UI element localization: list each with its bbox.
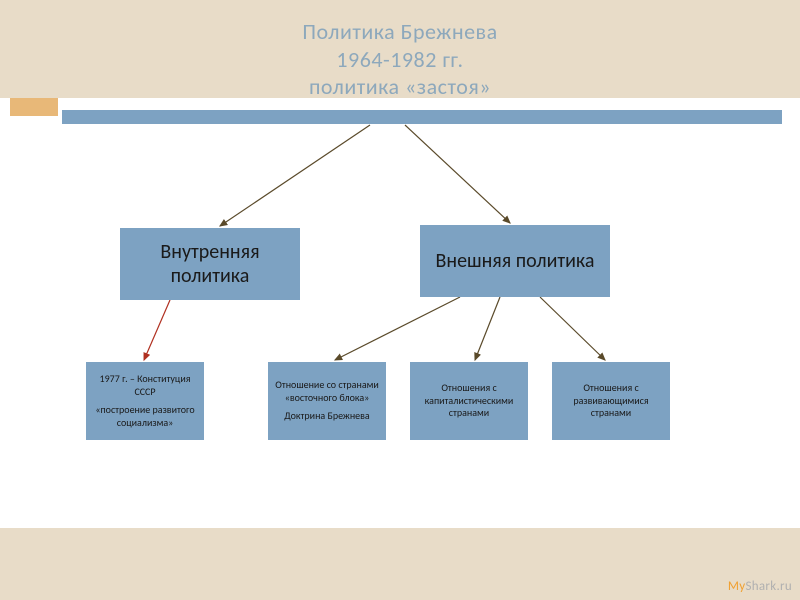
node-constitution-line2: «построение развитого социализма» [92,404,198,429]
node-internal-policy: Внутренняя политика [120,228,300,300]
node-constitution-line1: 1977 г. – Конституция СССР [92,373,198,398]
watermark-suffix: Shark.ru [745,579,792,594]
node-capitalist: Отношения с капиталистическими странами [410,362,528,440]
content-band [0,98,800,528]
title-bar [62,110,782,124]
node-eastern-line2: Доктрина Брежнева [274,410,380,423]
watermark-prefix: My [728,579,746,594]
node-eastern-line1: Отношение со странами «восточного блока» [274,379,380,404]
slide-title: Политика Брежнева 1964-1982 гг. политика… [0,18,800,101]
title-line-2: 1964-1982 гг. [0,46,800,74]
node-external-label: Внешняя политика [436,249,595,273]
node-developing: Отношения с развивающимися странами [552,362,670,440]
orange-tab [10,98,58,116]
node-developing-label: Отношения с развивающимися странами [558,382,664,420]
watermark: MyShark.ru [728,579,792,594]
node-constitution: 1977 г. – Конституция СССР «построение р… [86,362,204,440]
node-capitalist-label: Отношения с капиталистическими странами [416,382,522,420]
title-line-3: политика «застоя» [0,73,800,101]
node-internal-label: Внутренняя политика [126,240,294,288]
node-eastern-bloc: Отношение со странами «восточного блока»… [268,362,386,440]
title-line-1: Политика Брежнева [0,18,800,46]
node-external-policy: Внешняя политика [420,225,610,297]
